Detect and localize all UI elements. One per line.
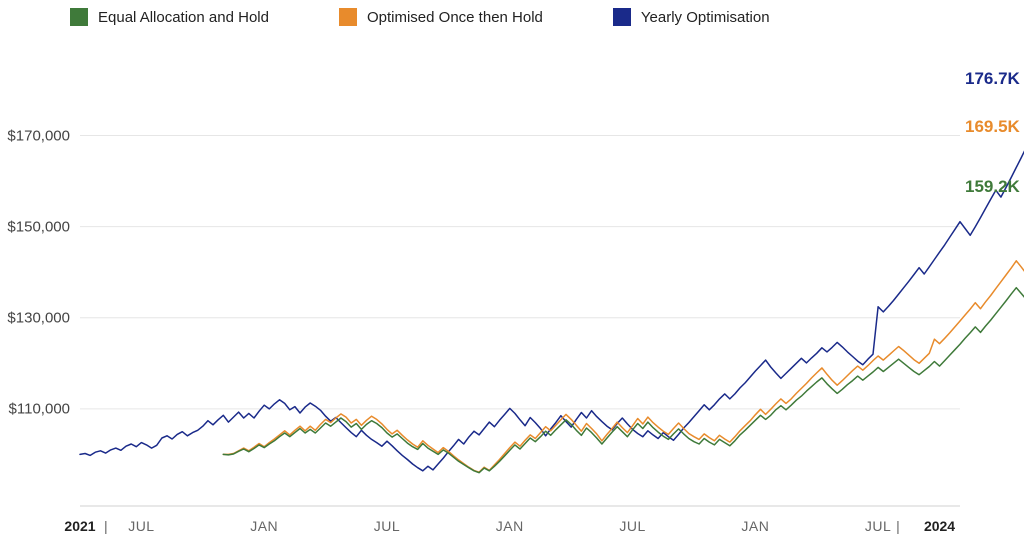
chart-legend: Equal Allocation and Hold Optimised Once… — [70, 8, 770, 26]
series-end-label: 159.2K — [965, 177, 1020, 197]
x-axis-tick-label: JAN — [741, 518, 769, 534]
x-axis-tick-label: JAN — [250, 518, 278, 534]
y-axis-tick-label: $170,000 — [0, 127, 70, 144]
series-line — [223, 138, 1024, 472]
legend-swatch — [70, 8, 88, 26]
legend-swatch — [339, 8, 357, 26]
x-axis-tick-label: JUL — [865, 518, 891, 534]
legend-label: Yearly Optimisation — [641, 9, 770, 26]
line-chart: $110,000 $130,000 $150,000 $170,000 2021 | JUL… — [0, 40, 1024, 550]
legend-swatch — [613, 8, 631, 26]
x-axis-tick-label: JUL — [619, 518, 645, 534]
series-end-label: 176.7K — [965, 69, 1020, 89]
x-axis-tick-label: JAN — [496, 518, 524, 534]
y-axis-tick-label: $150,000 — [0, 218, 70, 235]
legend-item-once: Optimised Once then Hold — [339, 8, 543, 26]
x-axis-tick-label: 2021 — [64, 518, 95, 534]
legend-item-yearly: Yearly Optimisation — [613, 8, 770, 26]
x-axis-separator: | — [104, 518, 108, 534]
x-axis-tick-label: 2024 — [924, 518, 955, 534]
legend-label: Optimised Once then Hold — [367, 9, 543, 26]
x-axis-tick-label: JUL — [128, 518, 154, 534]
y-axis-tick-label: $130,000 — [0, 309, 70, 326]
legend-label: Equal Allocation and Hold — [98, 9, 269, 26]
x-axis-separator: | — [896, 518, 900, 534]
series-end-label: 169.5K — [965, 117, 1020, 137]
chart-svg — [0, 40, 1024, 550]
x-axis-tick-label: JUL — [374, 518, 400, 534]
series-line — [80, 105, 1024, 471]
legend-item-equal: Equal Allocation and Hold — [70, 8, 269, 26]
y-axis-tick-label: $110,000 — [0, 400, 70, 417]
